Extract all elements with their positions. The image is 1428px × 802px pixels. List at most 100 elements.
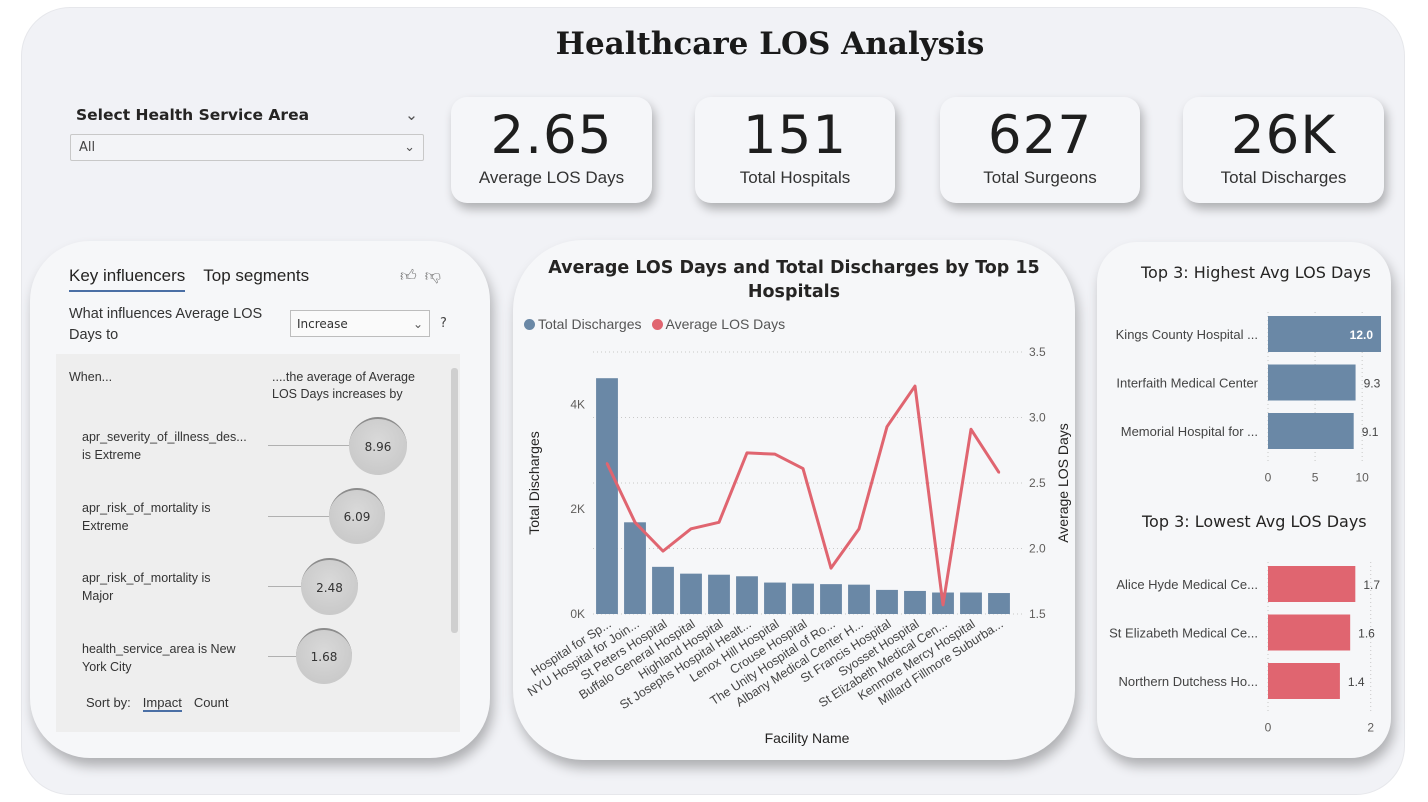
bar: [1268, 364, 1356, 401]
ki-bubble[interactable]: 2.48: [301, 558, 358, 615]
bar: [736, 576, 758, 614]
kpi-label: Total Hospitals: [739, 168, 851, 187]
tab-key-influencers[interactable]: Key influencers: [69, 266, 186, 292]
ki-row-line: is Extreme: [82, 448, 142, 462]
bar: [820, 584, 842, 614]
x-tick-label: 10: [1355, 471, 1369, 485]
sort-impact-button[interactable]: Impact: [142, 695, 182, 712]
data-label: 12.0: [1350, 328, 1374, 342]
x-tick-label: 2: [1367, 721, 1374, 735]
y-tick-label: 4K: [570, 397, 585, 411]
combo-chart-legend: Total Discharges Average LOS Days: [524, 316, 785, 332]
health-service-area-slicer[interactable]: Select Health Service Area ⌄ All ⌄: [70, 106, 424, 161]
legend-dot: [651, 319, 663, 330]
category-label: St Elizabeth Medical Ce...: [1109, 626, 1258, 641]
ki-row-line: apr_severity_of_illness_des...: [82, 430, 247, 444]
los-point: [801, 467, 805, 470]
los-point: [969, 428, 973, 431]
ki-connector: [268, 516, 330, 517]
kpi-label: Total Discharges: [1220, 168, 1347, 187]
y-axis-title: Total Discharges: [526, 431, 542, 535]
los-point: [829, 566, 833, 570]
ki-col-when: When...: [69, 370, 113, 384]
ki-row-label[interactable]: health_service_area is New York City: [82, 640, 257, 676]
data-label: 1.6: [1358, 627, 1375, 641]
ki-bubble[interactable]: 6.09: [329, 488, 385, 544]
thumbs-up-icon[interactable]: 👍︎: [400, 266, 417, 285]
category-label: Northern Dutchess Ho...: [1119, 674, 1258, 689]
ki-scrollbar[interactable]: [451, 368, 458, 633]
bar: [1268, 316, 1381, 352]
kpi-card-total-discharges: 26K Total Discharges: [1183, 97, 1384, 203]
bar: [792, 583, 814, 614]
ki-row-line: apr_risk_of_mortality is: [82, 501, 211, 515]
ki-connector: [268, 586, 302, 587]
slicer-dropdown[interactable]: All ⌄: [70, 134, 424, 161]
combo-chart: 1.5 2.0 2.5 3.0 3.5 0K 2K 4K Total Discharges Ave…: [525, 345, 1071, 746]
legend-item-discharges[interactable]: Total Discharges: [524, 316, 642, 332]
bar: [960, 592, 982, 614]
kpi-card-avg-los: 2.65 Average LOS Days: [451, 97, 652, 203]
x-tick-label: 0: [1265, 471, 1272, 485]
sort-count-button[interactable]: Count: [193, 695, 229, 710]
ki-row-line: Major: [82, 589, 114, 603]
ki-list-area: [56, 354, 460, 732]
y2-tick-label: 2.0: [1029, 542, 1046, 556]
bar: [1268, 614, 1351, 651]
chevron-down-icon[interactable]: ⌄: [405, 106, 418, 124]
top3-highest-chart: 0 5 10 Kings County Hospital ... 12.0 Interfa…: [1116, 312, 1381, 485]
ki-row-line: York City: [82, 660, 132, 674]
category-label: Interfaith Medical Center: [1116, 376, 1258, 391]
top3-highest-title: Top 3: Highest Avg LOS Days: [1141, 263, 1371, 282]
kpi-label: Total Surgeons: [983, 168, 1097, 187]
tab-top-segments[interactable]: Top segments: [203, 266, 310, 285]
ki-direction-dropdown[interactable]: Increase ⌄: [290, 310, 430, 337]
bar: [876, 589, 898, 614]
data-label: 9.1: [1362, 425, 1379, 439]
slicer-value: All: [79, 140, 96, 155]
ki-row-label[interactable]: apr_severity_of_illness_des... is Extrem…: [82, 428, 257, 464]
y2-axis-title: Average LOS Days: [1055, 423, 1071, 543]
ki-connector: [268, 445, 350, 446]
bar: [1268, 663, 1340, 699]
los-point: [605, 462, 609, 465]
los-point: [661, 549, 665, 553]
ki-bubble[interactable]: 8.96: [349, 417, 407, 475]
ki-row-line: health_service_area is New: [82, 642, 236, 656]
combo-chart-title: Average LOS Days and Total Discharges by…: [548, 258, 1040, 302]
help-icon[interactable]: ?: [440, 316, 447, 331]
y2-tick-label: 2.5: [1029, 476, 1046, 490]
chevron-down-icon: ⌄: [412, 316, 423, 331]
top3-lowest-title: Top 3: Lowest Avg LOS Days: [1142, 512, 1367, 531]
ki-row-label[interactable]: apr_risk_of_mortality is Extreme: [82, 499, 257, 535]
ki-bubble[interactable]: 1.68: [296, 628, 352, 684]
kpi-card-total-surgeons: 627 Total Surgeons: [940, 97, 1140, 203]
ki-dropdown-value: Increase: [297, 316, 348, 331]
kpi-label: Average LOS Days: [478, 168, 625, 187]
bar: [1268, 413, 1354, 449]
category-label: Memorial Hospital for ...: [1121, 424, 1258, 439]
bar: [904, 590, 926, 614]
legend-dot: [524, 319, 535, 330]
top3-lowest-chart: 0 2 Alice Hyde Medical Ce... 1.7 St Elizabet…: [1109, 562, 1380, 735]
bar: [596, 378, 618, 614]
y-tick-label: 0K: [570, 607, 585, 621]
thumbs-down-icon[interactable]: 👎︎: [424, 266, 441, 285]
x-axis-title: Facility Name: [765, 730, 850, 746]
ki-row-label[interactable]: apr_risk_of_mortality is Major: [82, 569, 257, 605]
ki-row-line: apr_risk_of_mortality is: [82, 571, 211, 585]
kpi-value: 26K: [1230, 105, 1337, 166]
los-point: [941, 603, 945, 607]
category-label: Alice Hyde Medical Ce...: [1116, 577, 1258, 592]
data-label: 1.7: [1363, 578, 1380, 592]
y2-tick-label: 3.5: [1029, 345, 1046, 359]
sort-label: Sort by:: [86, 695, 131, 710]
chevron-down-icon: ⌄: [404, 140, 415, 155]
legend-item-los[interactable]: Average LOS Days: [651, 316, 786, 332]
bar: [764, 582, 786, 614]
legend-label: Average LOS Days: [665, 316, 786, 332]
x-tick-label: 0: [1265, 721, 1272, 735]
ki-row-line: Extreme: [82, 519, 129, 533]
slicer-header: Select Health Service Area ⌄: [70, 106, 424, 124]
los-point: [885, 425, 889, 428]
